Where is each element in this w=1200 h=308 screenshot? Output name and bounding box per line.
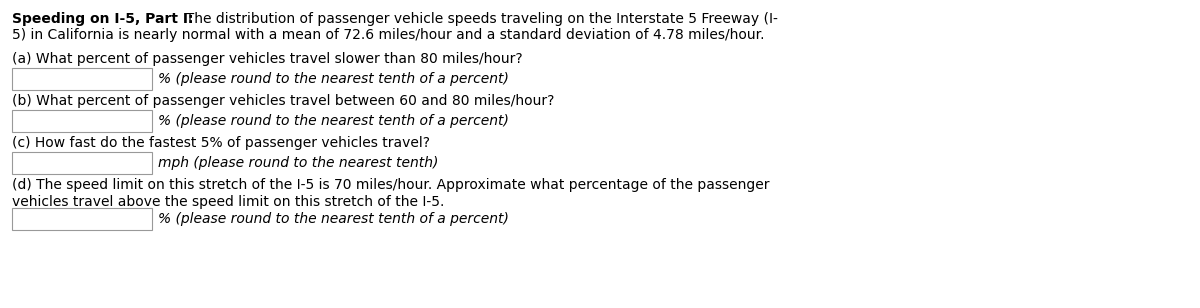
FancyBboxPatch shape [12, 152, 152, 174]
Text: (a) What percent of passenger vehicles travel slower than 80 miles/hour?: (a) What percent of passenger vehicles t… [12, 52, 523, 66]
Text: % (please round to the nearest tenth of a percent): % (please round to the nearest tenth of … [158, 212, 509, 226]
Text: The distribution of passenger vehicle speeds traveling on the Interstate 5 Freew: The distribution of passenger vehicle sp… [178, 12, 778, 26]
Text: 5) in California is nearly normal with a mean of 72.6 miles/hour and a standard : 5) in California is nearly normal with a… [12, 28, 764, 42]
FancyBboxPatch shape [12, 208, 152, 230]
Text: mph (please round to the nearest tenth): mph (please round to the nearest tenth) [158, 156, 438, 170]
FancyBboxPatch shape [12, 68, 152, 90]
Text: % (please round to the nearest tenth of a percent): % (please round to the nearest tenth of … [158, 72, 509, 86]
Text: (c) How fast do the fastest 5% of passenger vehicles travel?: (c) How fast do the fastest 5% of passen… [12, 136, 430, 150]
FancyBboxPatch shape [12, 110, 152, 132]
Text: (b) What percent of passenger vehicles travel between 60 and 80 miles/hour?: (b) What percent of passenger vehicles t… [12, 94, 554, 108]
Text: Speeding on I-5, Part I:: Speeding on I-5, Part I: [12, 12, 193, 26]
Text: % (please round to the nearest tenth of a percent): % (please round to the nearest tenth of … [158, 114, 509, 128]
Text: (d) The speed limit on this stretch of the I-5 is 70 miles/hour. Approximate wha: (d) The speed limit on this stretch of t… [12, 178, 769, 209]
